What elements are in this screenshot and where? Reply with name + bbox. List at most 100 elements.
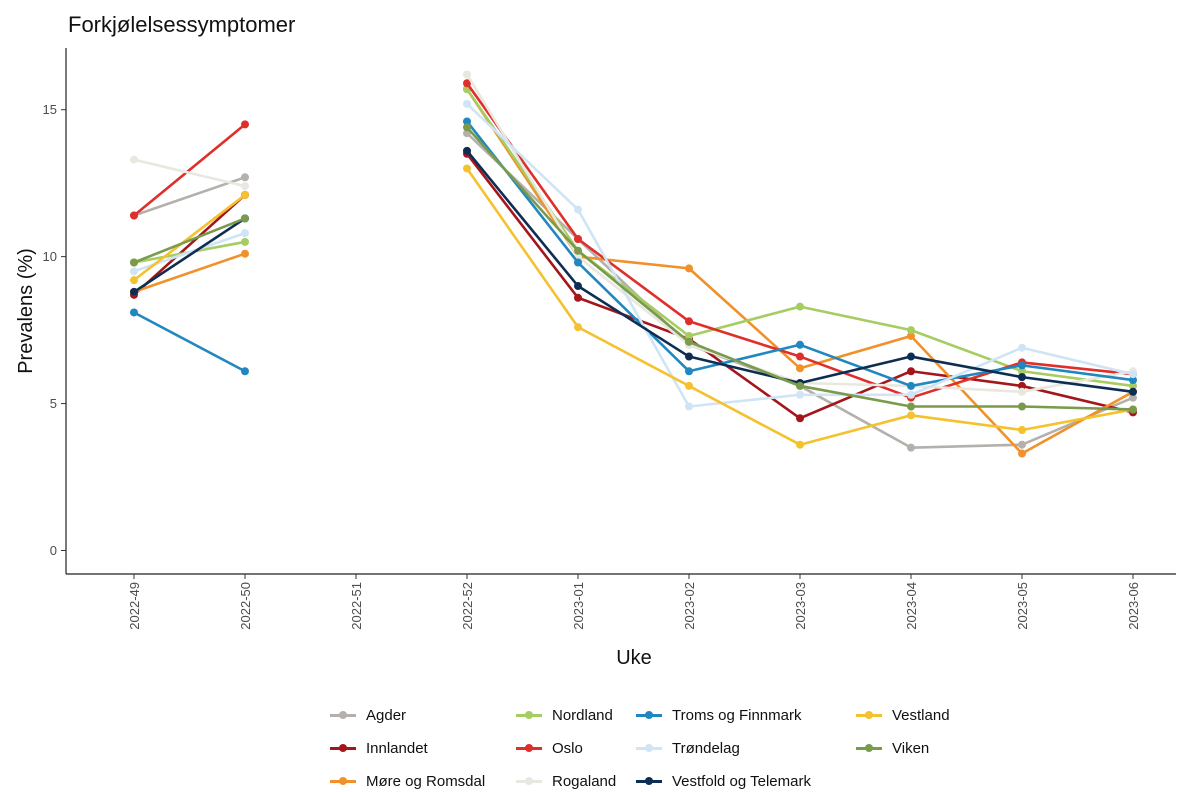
data-point [130,155,138,164]
legend-swatch [636,774,662,788]
data-point [130,267,138,276]
x-tick-label: 2023-04 [904,582,919,630]
series-line [133,176,246,217]
data-point [130,287,138,296]
data-point [1018,402,1026,411]
series-viken [130,123,1137,414]
data-point [796,414,804,423]
legend-label: Vestfold og Telemark [672,772,811,790]
legend-swatch [516,774,542,788]
data-point [463,123,471,132]
data-point [1018,387,1026,396]
x-tick-label: 2022-51 [349,582,364,630]
legend-swatch [856,741,882,755]
legend-item: Rogaland [516,770,616,792]
data-point [1129,405,1137,414]
chart-title: Forkjølelsessymptomer [68,12,296,37]
data-point [574,282,582,291]
data-point [574,246,582,255]
series-line [133,252,246,294]
legend-item: Vestland [856,704,950,726]
series-line [133,193,246,282]
data-point [1018,361,1026,370]
legend-swatch [330,774,356,788]
x-tick-label: 2022-49 [127,582,142,630]
legend-label: Rogaland [552,772,617,790]
series-line [133,217,246,264]
data-point [907,390,915,399]
data-point [907,367,915,376]
axes [65,48,1176,575]
series-troms-og-finnmark [130,117,1137,390]
legend-item: Agder [330,704,406,726]
y-ticks: 0 5 10 15 [43,102,66,558]
series-line [466,132,1134,449]
data-point [463,79,471,88]
data-point [796,352,804,361]
x-tick-label: 2022-50 [238,582,253,630]
series-line [133,158,246,188]
y-tick-label: 5 [50,396,57,411]
data-point [907,326,915,335]
series-nordland [130,85,1137,390]
data-point [463,99,471,108]
legend-item: Troms og Finnmark [636,704,801,726]
data-point [796,440,804,449]
x-tick-label: 2023-01 [571,582,586,630]
legend-label: Viken [892,739,930,757]
y-tick-label: 15 [43,102,57,117]
data-point [685,317,693,326]
x-ticks: 2022-49 2022-50 2022-51 2022-52 2023-01 2023-… [127,574,1141,630]
x-axis-title: Uke [616,647,652,669]
data-point [241,182,249,191]
legend-label: Oslo [552,739,583,757]
y-tick-label: 10 [43,249,57,264]
data-point [685,352,693,361]
data-point [574,205,582,214]
data-point [130,258,138,267]
legend-item: Møre og Romsdal [330,770,485,792]
y-axis-title: Prevalens (%) [15,248,37,374]
series-line [133,123,246,217]
legend-item: Viken [856,737,929,759]
legend-label: Trøndelag [672,739,740,757]
legend-swatch [516,741,542,755]
data-point [463,117,471,126]
legend-item: Nordland [516,704,613,726]
legend-item: Innlandet [330,737,428,759]
series-innlandet [130,149,1137,423]
data-point [241,367,249,376]
series-rogaland [130,70,1137,396]
x-tick-label: 2023-05 [1015,582,1030,630]
data-point [1129,370,1137,379]
data-point [241,120,249,129]
legend-item: Oslo [516,737,583,759]
data-point [796,381,804,390]
data-point [130,308,138,317]
series-line [133,311,246,373]
data-point [574,323,582,332]
legend-label: Møre og Romsdal [366,772,486,790]
data-point [241,214,249,223]
legend-swatch [636,708,662,722]
x-tick-label: 2022-52 [460,582,475,630]
data-point [1018,426,1026,435]
data-point [1018,367,1026,376]
data-point [241,190,249,199]
data-point [1018,343,1026,352]
data-point [796,364,804,373]
data-point [685,337,693,346]
legend-swatch [636,741,662,755]
data-point [130,211,138,220]
y-tick-label: 0 [50,543,57,558]
data-point [685,402,693,411]
legend-item: Trøndelag [636,737,740,759]
legend-swatch [516,708,542,722]
legend-label: Innlandet [366,739,428,757]
data-point [463,164,471,173]
data-point [796,340,804,349]
series-oslo [130,79,1137,402]
data-point [463,70,471,79]
series-agder [130,129,1137,452]
legend: Agder Innlandet Møre og Romsdal Nordland Osl… [330,704,970,790]
